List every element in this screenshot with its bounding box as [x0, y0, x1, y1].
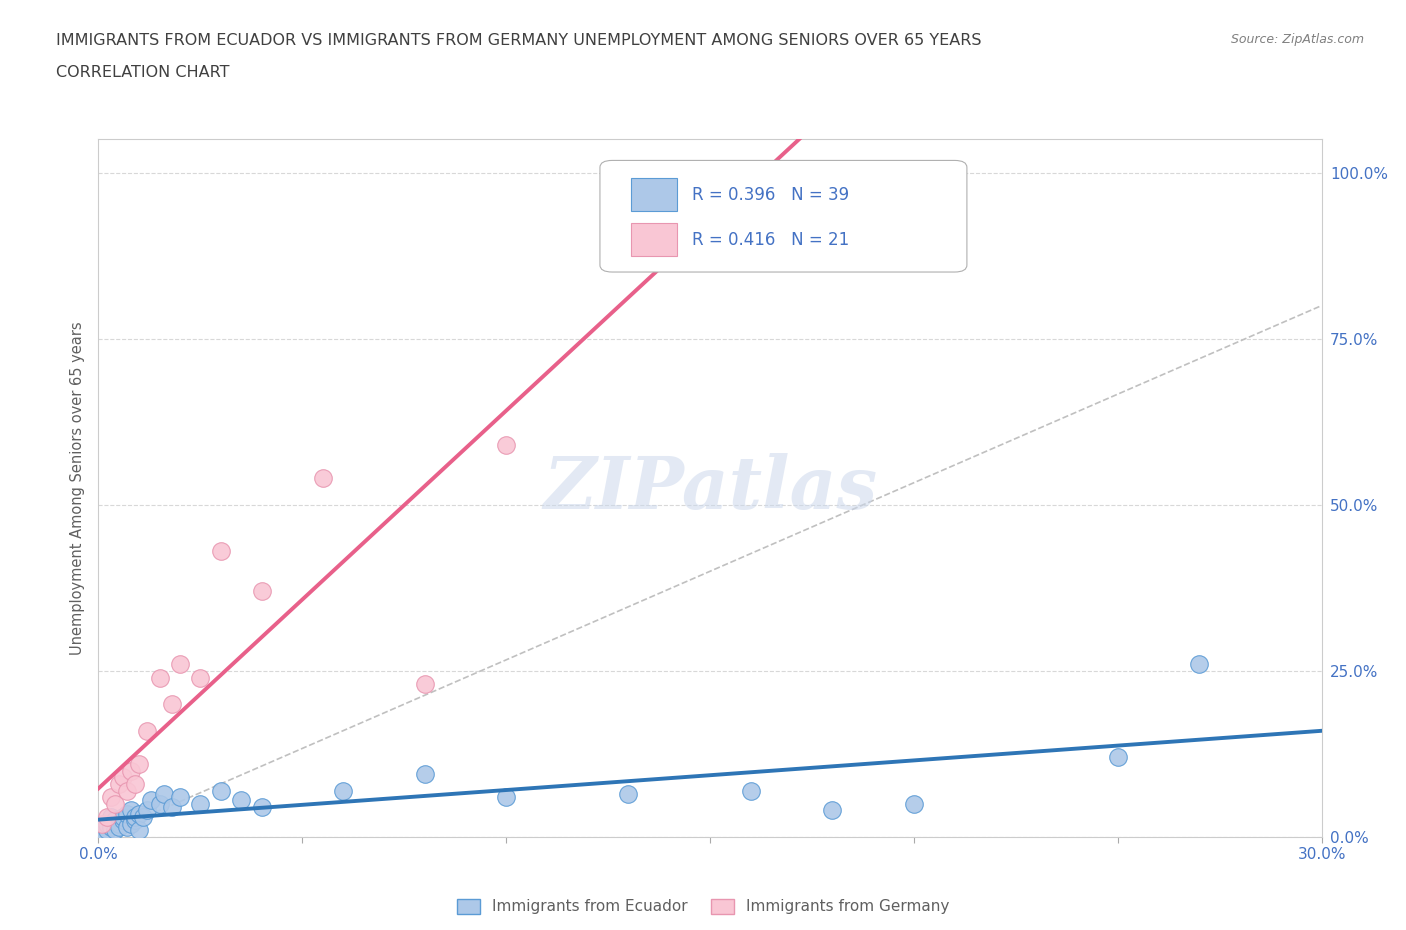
Point: [231, 793, 253, 808]
Point: [115, 819, 138, 834]
Point: [96, 810, 118, 825]
Point: [149, 796, 172, 811]
Point: [413, 766, 436, 781]
Point: [96, 817, 118, 831]
Point: [104, 813, 127, 828]
Point: [100, 810, 122, 825]
Point: [108, 777, 131, 791]
Y-axis label: Unemployment Among Seniors over 65 years: Unemployment Among Seniors over 65 years: [69, 322, 84, 655]
Text: IMMIGRANTS FROM ECUADOR VS IMMIGRANTS FROM GERMANY UNEMPLOYMENT AMONG SENIORS OV: IMMIGRANTS FROM ECUADOR VS IMMIGRANTS FR…: [56, 33, 981, 47]
Point: [149, 671, 172, 685]
Point: [120, 764, 142, 778]
Point: [152, 787, 174, 802]
Point: [111, 810, 134, 825]
Point: [120, 803, 142, 817]
Point: [169, 790, 191, 804]
Point: [740, 783, 762, 798]
Point: [821, 803, 844, 817]
Point: [903, 796, 925, 811]
Point: [495, 790, 517, 804]
Point: [312, 471, 335, 485]
FancyBboxPatch shape: [630, 223, 678, 257]
FancyBboxPatch shape: [630, 178, 678, 211]
Point: [332, 783, 354, 798]
Point: [160, 800, 183, 815]
Point: [100, 819, 122, 834]
Legend: Immigrants from Ecuador, Immigrants from Germany: Immigrants from Ecuador, Immigrants from…: [451, 893, 955, 921]
Point: [115, 806, 138, 821]
Point: [124, 810, 146, 825]
Point: [111, 813, 134, 828]
Point: [128, 806, 150, 821]
Point: [91, 817, 114, 831]
Text: R = 0.396   N = 39: R = 0.396 N = 39: [692, 186, 849, 204]
Point: [132, 810, 155, 825]
Point: [169, 657, 191, 671]
Point: [91, 826, 114, 841]
Point: [128, 756, 150, 771]
FancyBboxPatch shape: [600, 161, 967, 272]
Point: [104, 823, 127, 838]
Point: [108, 819, 131, 834]
Text: R = 0.416   N = 21: R = 0.416 N = 21: [692, 231, 849, 248]
Point: [104, 796, 127, 811]
Point: [96, 823, 118, 838]
Point: [188, 796, 212, 811]
Point: [124, 777, 146, 791]
Point: [495, 438, 517, 453]
Point: [136, 803, 159, 817]
Text: ZIPatlas: ZIPatlas: [543, 453, 877, 524]
Point: [111, 770, 134, 785]
Point: [160, 697, 183, 711]
Text: Source: ZipAtlas.com: Source: ZipAtlas.com: [1230, 33, 1364, 46]
Point: [115, 783, 138, 798]
Point: [1188, 657, 1211, 671]
Point: [209, 783, 232, 798]
Point: [617, 787, 640, 802]
Point: [136, 724, 159, 738]
Point: [108, 817, 131, 831]
Point: [209, 544, 232, 559]
Point: [120, 817, 142, 831]
Point: [413, 677, 436, 692]
Point: [1107, 750, 1129, 764]
Point: [141, 793, 163, 808]
Text: CORRELATION CHART: CORRELATION CHART: [56, 65, 229, 80]
Point: [658, 206, 681, 220]
Point: [250, 800, 273, 815]
Point: [250, 584, 273, 599]
Point: [100, 790, 122, 804]
Point: [188, 671, 212, 685]
Point: [128, 823, 150, 838]
Point: [124, 813, 146, 828]
